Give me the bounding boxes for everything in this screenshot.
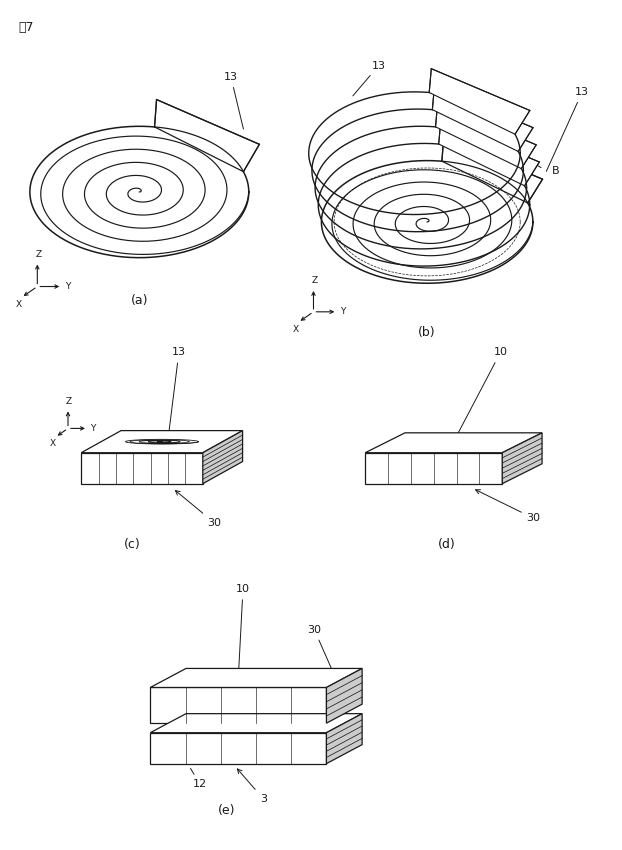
Polygon shape: [365, 453, 503, 484]
Text: Y: Y: [91, 424, 96, 433]
Polygon shape: [203, 431, 243, 484]
Polygon shape: [154, 99, 259, 172]
Polygon shape: [435, 103, 536, 168]
Text: Y: Y: [340, 308, 346, 316]
Text: 12: 12: [190, 768, 207, 790]
Text: 10: 10: [458, 348, 508, 434]
Polygon shape: [81, 453, 203, 484]
Text: Z: Z: [66, 397, 72, 405]
Polygon shape: [151, 714, 362, 733]
Text: 30: 30: [307, 625, 343, 694]
Polygon shape: [429, 69, 530, 134]
Polygon shape: [327, 714, 362, 763]
Polygon shape: [432, 86, 533, 151]
Text: 13: 13: [224, 72, 243, 129]
Text: 3: 3: [238, 769, 267, 804]
Text: 13: 13: [169, 348, 186, 433]
Text: (c): (c): [124, 538, 141, 551]
Text: (b): (b): [419, 326, 436, 338]
Polygon shape: [439, 120, 539, 186]
Text: Y: Y: [65, 282, 70, 291]
Text: Z: Z: [35, 250, 42, 258]
Text: X: X: [16, 300, 22, 309]
Polygon shape: [151, 688, 327, 723]
Text: (d): (d): [438, 538, 456, 551]
Text: B: B: [551, 167, 559, 176]
Text: 30: 30: [476, 490, 541, 524]
Text: (e): (e): [218, 803, 235, 817]
Text: X: X: [50, 439, 56, 448]
Polygon shape: [151, 733, 327, 763]
Text: 13: 13: [546, 87, 589, 172]
Polygon shape: [327, 668, 362, 723]
Polygon shape: [81, 431, 243, 453]
Text: 13: 13: [353, 60, 386, 96]
Text: Z: Z: [312, 276, 318, 285]
Text: 10: 10: [236, 584, 250, 671]
Polygon shape: [503, 433, 542, 484]
Text: 図7: 図7: [19, 21, 34, 34]
Text: 30: 30: [175, 490, 221, 528]
Text: (a): (a): [131, 294, 148, 307]
Polygon shape: [151, 668, 362, 688]
Polygon shape: [442, 138, 542, 203]
Text: X: X: [292, 325, 299, 334]
Polygon shape: [365, 433, 542, 453]
